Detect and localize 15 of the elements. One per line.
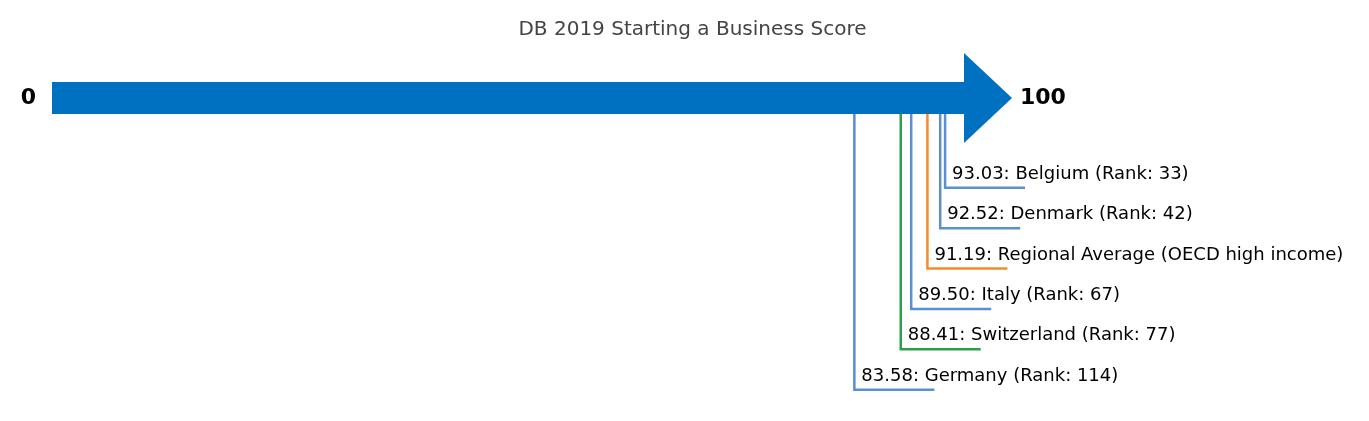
- category-label: : Italy (Rank: 67): [969, 282, 1121, 304]
- data-label: 92.52: [947, 202, 999, 224]
- category-label: : Switzerland (Rank: 77): [959, 323, 1176, 345]
- category-label: : Germany (Rank: 114): [912, 363, 1119, 385]
- category-label: : Belgium (Rank: 33): [1003, 161, 1189, 183]
- text: 0: [20, 83, 36, 109]
- data-label: 89.50: [918, 282, 970, 304]
- text: 100: [1020, 83, 1066, 109]
- text: DB 2019 Starting a Business Score: [518, 16, 867, 41]
- data-label: 93.03: [952, 161, 1004, 183]
- category-label: : Regional Average (OECD high income): [985, 242, 1344, 264]
- data-label: 83.58: [861, 363, 913, 385]
- data-label: 88.41: [907, 323, 960, 345]
- category-label: : Denmark (Rank: 42): [998, 202, 1193, 224]
- data-label: 91.19: [934, 242, 986, 264]
